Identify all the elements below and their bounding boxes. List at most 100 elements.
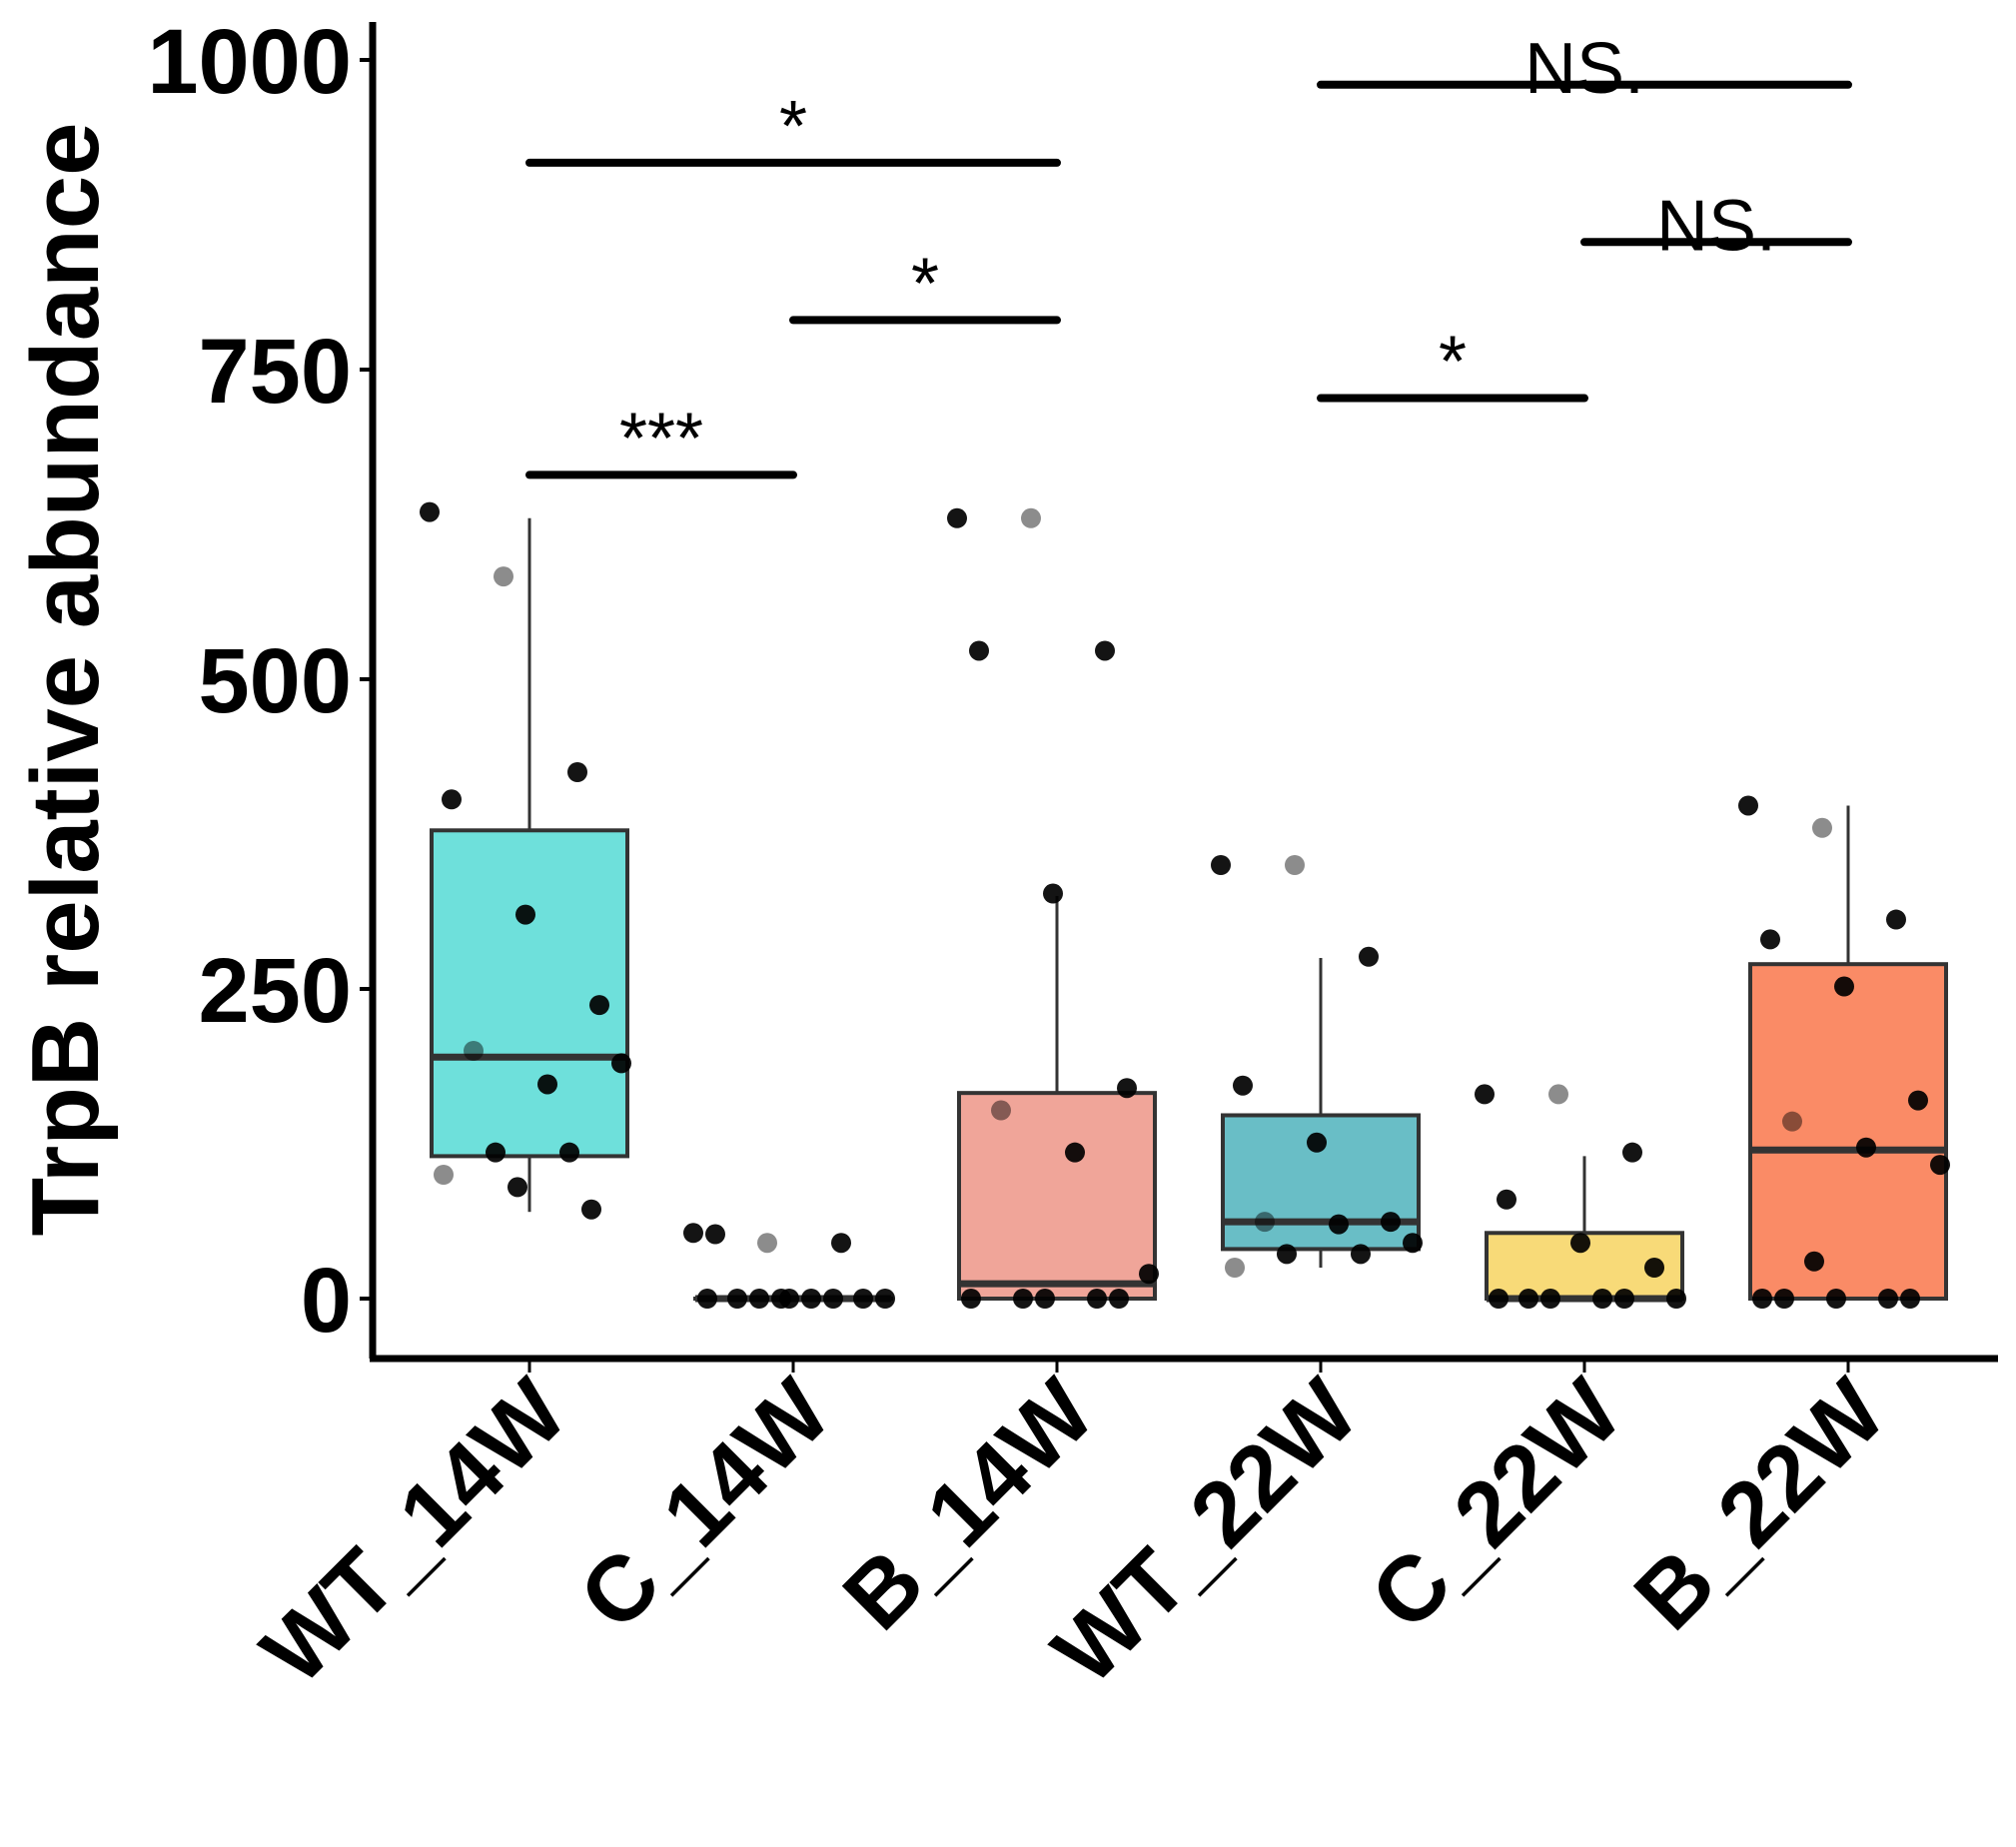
data-point <box>1035 1289 1055 1309</box>
data-point <box>831 1233 851 1254</box>
data-point <box>1087 1289 1107 1309</box>
data-point <box>1930 1155 1950 1176</box>
data-point <box>537 1074 557 1095</box>
data-point <box>1403 1233 1423 1254</box>
x-tick-label: B_22W <box>1615 1361 1904 1649</box>
data-point <box>1351 1244 1371 1265</box>
data-point <box>1117 1078 1137 1099</box>
data-point <box>1900 1289 1920 1309</box>
y-tick-label: 750 <box>199 321 353 423</box>
data-point <box>494 566 513 587</box>
data-point <box>1738 795 1758 816</box>
data-point <box>1285 855 1305 875</box>
data-point <box>1782 1111 1802 1132</box>
significance-label: * <box>911 244 939 324</box>
data-point <box>611 1053 631 1074</box>
data-point <box>1518 1289 1538 1309</box>
y-tick-label: 250 <box>199 940 353 1042</box>
significance-label: * <box>1439 323 1467 403</box>
box-B_22W <box>1738 795 1950 1309</box>
data-point <box>1622 1142 1642 1163</box>
data-point <box>1548 1084 1568 1105</box>
data-point <box>823 1289 843 1309</box>
data-point <box>1255 1212 1275 1233</box>
box-body <box>957 1091 1157 1302</box>
data-point <box>1359 946 1379 967</box>
data-point <box>1812 817 1832 838</box>
data-point <box>1489 1289 1509 1309</box>
y-tick-label: 0 <box>301 1250 352 1352</box>
data-point <box>515 904 535 925</box>
y-axis-label: TrpB relative abundance <box>12 122 119 1236</box>
data-point <box>1475 1084 1495 1105</box>
data-point <box>420 501 440 522</box>
data-point <box>1065 1142 1085 1163</box>
data-point <box>1666 1289 1686 1309</box>
data-point <box>581 1199 601 1220</box>
x-tick-label: C_14W <box>560 1361 849 1649</box>
data-point <box>991 1100 1011 1121</box>
data-point <box>507 1177 527 1198</box>
data-point <box>1381 1212 1401 1233</box>
data-point <box>1095 640 1115 661</box>
significance-label: NS. <box>1524 29 1644 109</box>
data-point <box>683 1223 703 1244</box>
data-point <box>947 507 967 528</box>
data-point <box>1139 1264 1159 1285</box>
data-point <box>875 1289 895 1309</box>
data-point <box>1570 1233 1590 1254</box>
data-point <box>1277 1244 1297 1265</box>
data-point <box>1021 507 1041 528</box>
data-point <box>749 1289 769 1309</box>
data-point <box>1013 1289 1033 1309</box>
boxes-layer <box>420 501 1950 1309</box>
y-tick-label: 500 <box>199 630 353 732</box>
box-C_14W <box>683 1223 895 1309</box>
data-point <box>1760 929 1780 950</box>
data-point <box>1233 1075 1253 1096</box>
data-point <box>559 1142 579 1163</box>
data-point <box>567 762 587 782</box>
significance-label: * <box>779 87 807 167</box>
data-point <box>1886 909 1906 930</box>
data-point <box>1614 1289 1634 1309</box>
data-point <box>1774 1289 1794 1309</box>
data-point <box>1908 1090 1928 1111</box>
box-B_14W <box>947 507 1159 1309</box>
data-point <box>1592 1289 1612 1309</box>
data-point <box>1856 1137 1876 1158</box>
data-point <box>1329 1214 1349 1235</box>
data-point <box>1211 855 1231 875</box>
box-body <box>430 828 629 1159</box>
data-point <box>1834 976 1854 997</box>
data-point <box>727 1289 747 1309</box>
box-WT_22W <box>1211 855 1423 1278</box>
data-point <box>961 1289 981 1309</box>
significance-layer: ******NS.NS. <box>525 29 1852 479</box>
data-point <box>853 1289 873 1309</box>
data-point <box>771 1289 791 1309</box>
box-body <box>1748 962 1948 1301</box>
data-point <box>1752 1289 1772 1309</box>
box-WT_14W <box>420 501 631 1220</box>
data-point <box>1307 1132 1327 1153</box>
data-point <box>705 1224 725 1245</box>
data-point <box>1225 1258 1245 1278</box>
data-point <box>757 1233 777 1254</box>
data-point <box>464 1041 484 1061</box>
data-point <box>1644 1258 1664 1278</box>
data-point <box>801 1289 821 1309</box>
significance-label: *** <box>619 399 703 478</box>
data-point <box>1878 1289 1898 1309</box>
data-point <box>434 1165 454 1185</box>
data-point <box>969 640 989 661</box>
data-point <box>486 1142 505 1163</box>
significance-label: NS. <box>1656 186 1776 266</box>
y-tick-label: 1000 <box>147 11 352 113</box>
data-point <box>1043 883 1063 904</box>
data-point <box>1540 1289 1560 1309</box>
box-C_22W <box>1475 1084 1686 1309</box>
data-point <box>697 1289 717 1309</box>
data-point <box>442 789 462 810</box>
